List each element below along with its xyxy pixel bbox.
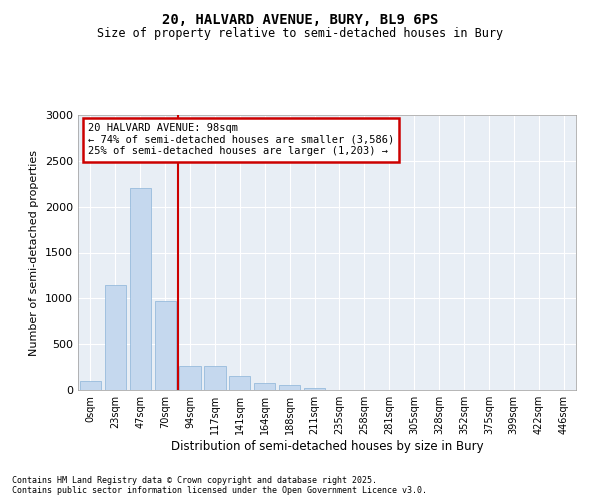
Y-axis label: Number of semi-detached properties: Number of semi-detached properties [29,150,40,356]
Text: 20 HALVARD AVENUE: 98sqm
← 74% of semi-detached houses are smaller (3,586)
25% o: 20 HALVARD AVENUE: 98sqm ← 74% of semi-d… [88,123,394,156]
Text: Size of property relative to semi-detached houses in Bury: Size of property relative to semi-detach… [97,28,503,40]
Bar [155,300,176,390]
Text: 20, HALVARD AVENUE, BURY, BL9 6PS: 20, HALVARD AVENUE, BURY, BL9 6PS [162,12,438,26]
Bar [80,381,101,390]
X-axis label: Distribution of semi-detached houses by size in Bury: Distribution of semi-detached houses by … [170,440,484,453]
Bar [229,376,250,390]
Bar [130,188,151,390]
Bar [254,383,275,390]
Bar [105,284,126,390]
Bar [205,366,226,390]
Bar [279,386,300,390]
Bar [304,388,325,390]
Bar [179,366,200,390]
Text: Contains HM Land Registry data © Crown copyright and database right 2025.
Contai: Contains HM Land Registry data © Crown c… [12,476,427,495]
